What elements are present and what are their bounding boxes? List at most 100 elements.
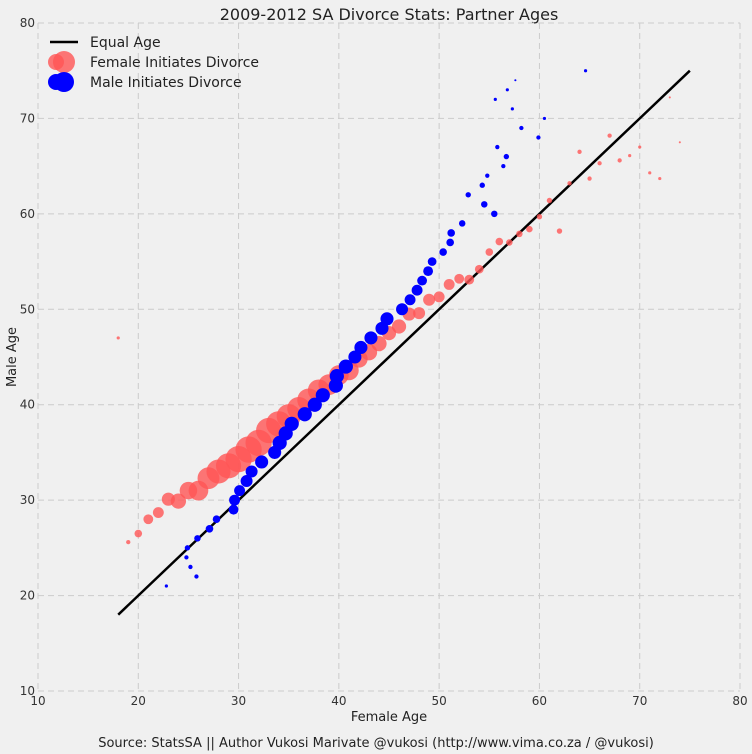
x-tick-label: 30 xyxy=(231,694,246,708)
legend-female-swatch-large xyxy=(53,51,75,73)
male-initiates-point xyxy=(229,494,241,506)
male-initiates-point xyxy=(458,220,466,227)
y-tick-label: 30 xyxy=(20,493,35,507)
female-initiates-point xyxy=(648,171,652,175)
female-initiates-point xyxy=(495,237,504,246)
male-initiates-point xyxy=(307,397,322,412)
equal-age-line xyxy=(117,69,691,616)
y-tick-label: 80 xyxy=(20,16,35,30)
male-initiates-point xyxy=(491,210,498,218)
male-initiates-point xyxy=(364,331,378,345)
male-initiates-point xyxy=(284,416,299,431)
female-initiates-point xyxy=(126,539,131,545)
legend-female-label: Female Initiates Divorce xyxy=(90,55,259,71)
y-tick-label: 20 xyxy=(20,589,35,603)
male-initiates-point xyxy=(485,173,490,178)
male-initiates-point xyxy=(427,257,437,266)
male-initiates-point xyxy=(205,524,214,533)
male-initiates-point xyxy=(411,284,423,296)
male-initiates-point xyxy=(439,248,447,256)
female-initiates-point xyxy=(443,279,455,290)
chart-title: 2009-2012 SA Divorce Stats: Partner Ages xyxy=(220,5,559,24)
male-initiates-point xyxy=(184,555,189,560)
female-initiates-point xyxy=(658,176,662,181)
female-initiates-point xyxy=(536,214,543,220)
female-initiates-point xyxy=(170,493,187,509)
female-initiates-point xyxy=(485,248,494,256)
male-initiates-point xyxy=(164,584,168,588)
male-initiates-point xyxy=(503,153,510,160)
female-initiates-point xyxy=(546,197,553,204)
female-initiates-point xyxy=(474,264,484,274)
axes: 10 20 30 40 50 60 70 80 10 20 30 40 50 60 70 80 xyxy=(20,16,748,708)
male-initiates-point xyxy=(255,455,269,469)
male-initiates-point xyxy=(446,238,454,247)
female-initiates-point xyxy=(454,273,465,284)
female-initiates-point xyxy=(391,319,407,334)
male-initiates-point xyxy=(447,229,455,237)
male-initiates-series xyxy=(164,69,588,588)
x-tick-label: 60 xyxy=(532,694,547,708)
male-initiates-point xyxy=(417,275,427,286)
male-initiates-point xyxy=(240,475,253,488)
male-initiates-point xyxy=(465,192,471,198)
female-initiates-point xyxy=(597,161,602,166)
male-initiates-point xyxy=(228,504,239,515)
male-initiates-point xyxy=(514,79,517,82)
male-initiates-point xyxy=(184,545,191,551)
male-initiates-point xyxy=(245,465,258,478)
female-initiates-point xyxy=(678,141,681,144)
female-initiates-point xyxy=(433,291,445,303)
female-initiates-point xyxy=(668,96,671,99)
male-initiates-point xyxy=(493,97,497,101)
y-tick-label: 60 xyxy=(20,207,35,221)
female-initiates-point xyxy=(556,228,563,234)
male-initiates-point xyxy=(481,201,488,208)
x-tick-label: 50 xyxy=(432,694,447,708)
y-tick-label: 70 xyxy=(20,111,35,125)
male-initiates-point xyxy=(188,564,193,570)
male-initiates-point xyxy=(348,350,362,364)
female-initiates-point xyxy=(567,181,572,186)
male-initiates-point xyxy=(505,88,509,92)
legend-male-label: Male Initiates Divorce xyxy=(90,75,242,91)
y-tick-label: 50 xyxy=(20,302,35,316)
female-initiates-point xyxy=(607,133,612,138)
x-tick-label: 20 xyxy=(131,694,146,708)
male-initiates-point xyxy=(536,135,541,140)
male-initiates-point xyxy=(297,407,312,422)
legend: Equal Age Female Initiates Divorce Male … xyxy=(48,35,259,92)
male-initiates-point xyxy=(404,294,416,306)
female-initiates-point xyxy=(134,529,143,538)
source-footer: Source: StatsSA || Author Vukosi Marivat… xyxy=(98,736,654,751)
male-initiates-point xyxy=(354,340,368,355)
y-tick-label: 40 xyxy=(20,398,35,412)
grid xyxy=(37,22,741,692)
female-initiates-point xyxy=(628,154,632,158)
male-initiates-point xyxy=(423,266,434,277)
female-initiates-point xyxy=(617,158,622,163)
female-initiates-point xyxy=(638,145,642,149)
female-initiates-point xyxy=(506,239,513,246)
female-initiates-point xyxy=(464,274,475,285)
x-tick-label: 40 xyxy=(331,694,346,708)
male-initiates-point xyxy=(338,359,353,374)
y-axis-label: Male Age xyxy=(5,327,20,387)
female-initiates-point xyxy=(577,149,582,154)
scatter-chart: 2009-2012 SA Divorce Stats: Partner Ages… xyxy=(5,5,748,725)
legend-male-swatch-large xyxy=(54,72,74,92)
female-initiates-point xyxy=(116,336,120,340)
female-initiates-point xyxy=(413,307,426,320)
female-initiates-point xyxy=(143,514,154,525)
x-axis-label: Female Age xyxy=(351,710,427,725)
male-initiates-point xyxy=(329,368,344,384)
x-tick-label: 80 xyxy=(732,694,747,708)
male-initiates-point xyxy=(234,485,246,497)
male-initiates-point xyxy=(315,388,330,403)
x-tick-label: 10 xyxy=(30,694,45,708)
legend-equal-age-label: Equal Age xyxy=(90,35,161,51)
male-initiates-point xyxy=(194,535,201,542)
male-initiates-point xyxy=(583,69,588,73)
female-initiates-point xyxy=(423,293,436,306)
